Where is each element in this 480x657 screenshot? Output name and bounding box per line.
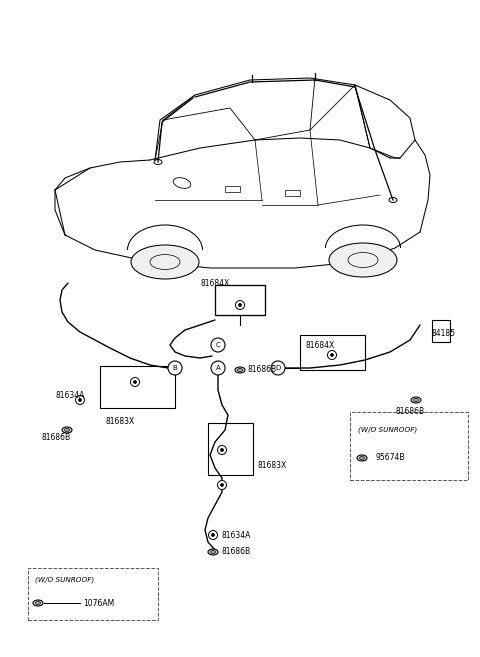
- Text: 81684X: 81684X: [305, 342, 334, 350]
- Bar: [285, 190, 300, 196]
- Ellipse shape: [64, 428, 70, 432]
- Text: 81634A: 81634A: [222, 530, 252, 539]
- Circle shape: [133, 380, 136, 384]
- Text: 81684X: 81684X: [200, 279, 229, 288]
- Ellipse shape: [62, 427, 72, 433]
- Circle shape: [220, 449, 224, 451]
- Text: 95674B: 95674B: [375, 453, 405, 463]
- Circle shape: [208, 530, 217, 539]
- Ellipse shape: [413, 399, 419, 401]
- Bar: [100, 366, 175, 408]
- Ellipse shape: [235, 367, 245, 373]
- Bar: [300, 335, 365, 370]
- Text: B: B: [173, 365, 178, 371]
- Text: (W/O SUNROOF): (W/O SUNROOF): [35, 577, 94, 583]
- Bar: [215, 285, 265, 315]
- Circle shape: [212, 533, 215, 537]
- Circle shape: [168, 361, 182, 375]
- Circle shape: [239, 304, 241, 307]
- Circle shape: [327, 350, 336, 359]
- Text: 84185: 84185: [432, 330, 456, 338]
- Bar: [432, 320, 450, 342]
- Ellipse shape: [33, 600, 43, 606]
- Text: 81634A: 81634A: [55, 390, 84, 399]
- Bar: [208, 423, 253, 475]
- Bar: [28, 568, 158, 620]
- Circle shape: [220, 484, 224, 486]
- Ellipse shape: [208, 549, 218, 555]
- Text: 1076AM: 1076AM: [83, 599, 114, 608]
- Ellipse shape: [131, 245, 199, 279]
- Circle shape: [211, 338, 225, 352]
- Text: A: A: [216, 365, 220, 371]
- Text: 81683X: 81683X: [258, 461, 287, 470]
- Bar: [350, 412, 468, 480]
- Circle shape: [217, 445, 227, 455]
- Ellipse shape: [357, 455, 367, 461]
- Text: 81686B: 81686B: [42, 434, 71, 443]
- Circle shape: [211, 361, 225, 375]
- Text: 81683X: 81683X: [105, 417, 134, 426]
- Ellipse shape: [211, 551, 216, 553]
- Circle shape: [236, 300, 244, 309]
- Circle shape: [271, 361, 285, 375]
- Circle shape: [131, 378, 140, 386]
- Text: 81686B: 81686B: [222, 547, 251, 556]
- Circle shape: [331, 353, 334, 357]
- Ellipse shape: [360, 457, 364, 459]
- Ellipse shape: [36, 602, 40, 604]
- Bar: [215, 285, 265, 315]
- Circle shape: [217, 480, 227, 489]
- Circle shape: [79, 399, 82, 401]
- Text: (W/O SUNROOF): (W/O SUNROOF): [358, 427, 417, 433]
- Bar: [225, 186, 240, 192]
- Text: C: C: [216, 342, 220, 348]
- Text: 81686B: 81686B: [248, 365, 277, 374]
- Text: 81686B: 81686B: [395, 407, 424, 417]
- Ellipse shape: [329, 243, 397, 277]
- Ellipse shape: [411, 397, 421, 403]
- Text: D: D: [276, 365, 281, 371]
- Bar: [215, 285, 265, 315]
- Circle shape: [75, 396, 84, 405]
- Ellipse shape: [238, 369, 242, 371]
